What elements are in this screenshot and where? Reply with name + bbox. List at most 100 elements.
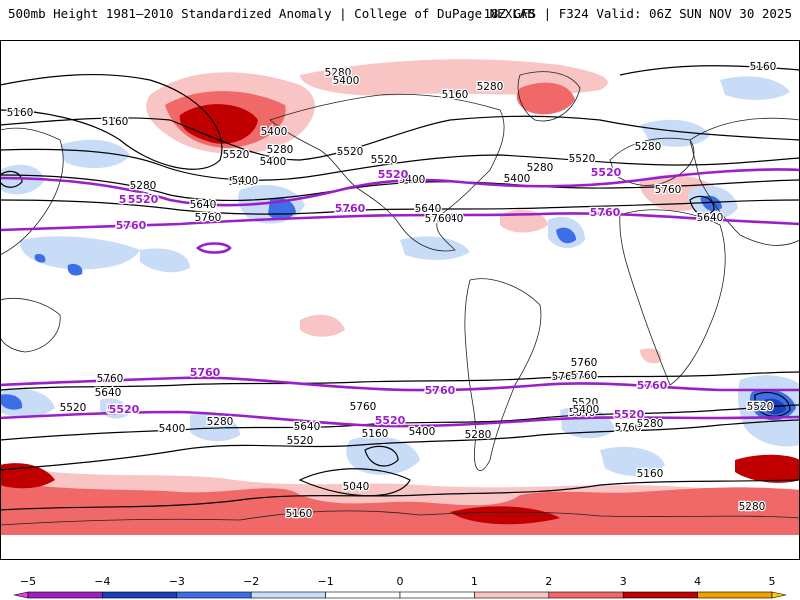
contour-label: 5280 (465, 429, 492, 441)
contour-label: 5280 (477, 81, 504, 93)
contour-label: 5280 (267, 144, 294, 156)
contour-label: 5040 (343, 481, 370, 493)
contour-label: 5760 (97, 373, 124, 385)
contour-label: 5400 (399, 174, 426, 186)
contour-5040 (298, 468, 411, 497)
tropical-negative-1 (19, 236, 140, 270)
contour-5160-south (0, 479, 800, 511)
tropical-negative-2 (140, 248, 190, 273)
contour-label: 5640 (569, 407, 596, 419)
highlight-labels: 5520 552057605520552057605760576055205760… (105, 165, 668, 429)
contour-5400-north (0, 148, 800, 181)
contour-label: 5520 (573, 398, 600, 410)
purple-5520-south (0, 410, 800, 428)
contour-label: 5760 (195, 212, 222, 224)
map-header: 500mb Height 1981–2010 Standardized Anom… (0, 0, 800, 30)
colorbar-segment (176, 591, 252, 599)
highlight-contour-label: 5520 (375, 414, 406, 427)
contour-label: 5640 (697, 212, 724, 224)
north-atlantic-negative (640, 119, 710, 147)
contour-label: 5520 (287, 435, 314, 447)
contour-label: 5640 (294, 421, 321, 433)
contour-label: 5400 (232, 175, 259, 187)
contour-5640-north (0, 199, 800, 215)
tropical-negative-core-2 (34, 253, 46, 263)
asia-negative (720, 76, 790, 100)
highlight-contour-label: 5520 (614, 408, 645, 421)
contour-label: 5280 (527, 162, 554, 174)
colorbar-tick-label: 3 (620, 575, 627, 588)
map-title: 500mb Height 1981–2010 Standardized Anom… (8, 6, 535, 21)
contour-label: 5640 (437, 213, 464, 225)
highlight-contour-label: 5520 (591, 166, 622, 179)
contour-label: 5280 (635, 141, 662, 153)
colorbar-segment (548, 591, 624, 599)
contour-label: 5760 (350, 401, 377, 413)
contour-label: 5160 (7, 107, 34, 119)
southern-core-3 (735, 454, 800, 483)
colorbar-tick-label: −1 (317, 575, 333, 588)
contour-label: 5760 (425, 213, 452, 225)
highlight-contour-label: 5520 (128, 193, 159, 206)
highlight-contour-label: 5520 (378, 168, 409, 181)
contour-label: 5760 (552, 371, 579, 383)
north-pacific-core (179, 104, 258, 144)
model-run-label: 18Z GFS | F324 Valid: 06Z SUN NOV 30 202… (483, 6, 792, 21)
contour-label: 5520 (60, 402, 87, 414)
contour-label: 5160 (362, 428, 389, 440)
contour-label: 5520 (747, 401, 774, 413)
contour-label: 5520 (572, 397, 599, 409)
colorbar-tick-label: 5 (769, 575, 776, 588)
contour-label: 5160 (637, 468, 664, 480)
colorbar-tick-label: 1 (471, 575, 478, 588)
contour-label: 5520 (371, 154, 398, 166)
colorbar-ticks: −5 −4 −3 −2 −1 0 1 2 3 4 5 (20, 575, 776, 588)
colorbar-segment (102, 591, 178, 599)
antarctica-coast (0, 510, 800, 526)
greenland-coast (517, 71, 581, 122)
tropical-negative-core-1 (67, 264, 83, 276)
south-america-coast (464, 278, 542, 472)
colorbar-tick-label: 0 (397, 575, 404, 588)
contour-label: 5160 (750, 61, 777, 73)
contour-label: 5400 (504, 173, 531, 185)
contour-label: 5520 (127, 193, 154, 205)
contour-label: 5280 (637, 418, 664, 430)
highlight-contour-label: 5760 (190, 366, 221, 379)
pacific-positive-1 (300, 314, 345, 337)
contour-label: 5520 (337, 146, 364, 158)
highlight-contour-label: 5760 (637, 379, 668, 392)
colorbar-tick-label: −2 (243, 575, 259, 588)
contour-5280-south (0, 419, 800, 471)
highlight-contour-label: 5520 (119, 193, 150, 206)
highlight-contour-label: 5760 (116, 219, 147, 232)
contour-label: 5760 (615, 422, 642, 434)
south-negative-3 (190, 412, 240, 442)
contour-label: 5760 (571, 357, 598, 369)
contour-label: 5760 (572, 357, 599, 369)
colorbar-segment (27, 591, 103, 599)
contour-label: 5400 (261, 126, 288, 138)
colorbar-segments (13, 591, 787, 599)
asia-west-coast (0, 127, 64, 256)
contour-label: 5400 (409, 426, 436, 438)
contour-label: 5280 (130, 180, 157, 192)
south-negative-6 (600, 446, 665, 476)
height-contours (0, 65, 800, 511)
contour-label: 5640 (190, 199, 217, 211)
contour-closed-low-4 (364, 445, 399, 467)
colorbar-tick-label: −3 (169, 575, 185, 588)
contour-5160-north-2 (619, 65, 800, 76)
south-negative-4 (346, 436, 420, 475)
highlight-contour-label: 5760 (590, 206, 621, 219)
atlantic-negative-core (556, 227, 576, 244)
colorbar-segment (622, 591, 698, 599)
colorbar-tick-label: −4 (94, 575, 110, 588)
contour-label: 5400 (159, 423, 186, 435)
purple-5760-north (0, 212, 800, 232)
contour-label: 5280 (207, 416, 234, 428)
highlight-contours (0, 168, 800, 428)
purple-5520-north (0, 168, 800, 207)
contour-5400-south (0, 404, 800, 441)
